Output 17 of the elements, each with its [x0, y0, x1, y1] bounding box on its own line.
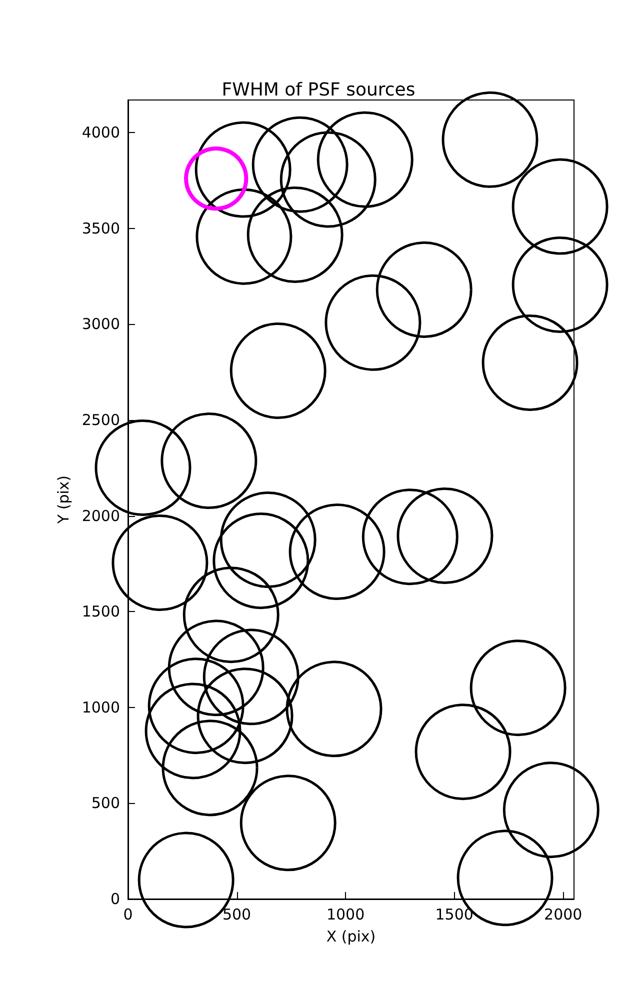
y-tick-label: 2500 [82, 410, 120, 429]
x-tick-label: 1000 [326, 906, 365, 924]
y-tick-label: 0 [110, 890, 120, 908]
y-tick-label: 3500 [82, 219, 120, 238]
y-tick-label: 1500 [82, 602, 120, 621]
y-tick-label: 2000 [82, 506, 120, 525]
chart-title: FWHM of PSF sources [222, 80, 416, 100]
x-tick-label: 0 [123, 906, 133, 924]
x-axis-title: X (pix) [326, 928, 376, 946]
y-tick-label: 4000 [82, 124, 120, 142]
x-tick-label: 2000 [544, 906, 582, 924]
x-tick-label: 500 [222, 906, 252, 924]
y-tick-label: 500 [91, 794, 120, 812]
y-tick-label: 3000 [82, 315, 120, 334]
x-tick-label: 1500 [435, 906, 474, 924]
y-tick-label: 1000 [82, 698, 120, 716]
y-axis-title: Y (pix) [54, 475, 72, 525]
